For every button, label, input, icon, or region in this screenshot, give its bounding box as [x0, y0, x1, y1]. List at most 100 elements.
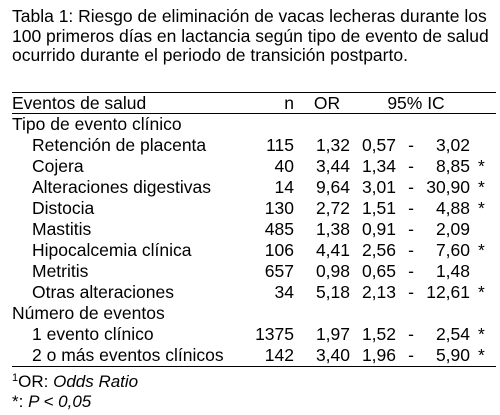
cell-ci-lower: 3,01 — [361, 177, 396, 197]
cell-ci-dash: - — [402, 345, 420, 367]
cell-ci-lower: 1,96 — [354, 345, 402, 367]
cell-label: Cojera — [32, 156, 84, 176]
cell-or: 1,97 — [315, 324, 350, 344]
footnote-sig-text: P < 0,05 — [28, 392, 92, 411]
header-n: n — [240, 92, 300, 114]
cell-label: Alteraciones digestivas — [32, 177, 211, 197]
cell-or: 3,44 — [315, 156, 350, 176]
cell-n: 40 — [274, 156, 294, 176]
footnote-significance: *: P < 0,05 — [12, 392, 138, 412]
cell-ci-lower: 2,56 — [361, 240, 396, 260]
cell-or: 3,40 — [300, 345, 354, 367]
cell-significance: * — [478, 345, 497, 367]
cell-or: 1,38 — [315, 219, 350, 239]
footnote-or-superscript: 1 — [12, 372, 19, 384]
header-label: Eventos de salud — [12, 92, 240, 114]
group-title: Tipo de evento clínico — [12, 114, 182, 134]
cell-or: 1,32 — [315, 135, 350, 155]
cell-significance — [478, 135, 496, 156]
table-caption: Tabla 1: Riesgo de eliminación de vacas … — [12, 6, 489, 65]
header-sig — [478, 92, 497, 114]
cell-label: Distocia — [32, 198, 95, 218]
cell-label: 1 evento clínico — [32, 324, 154, 344]
cell-ci-dash: - — [408, 324, 414, 344]
table-row: Mastitis 485 1,38 0,91- 2,09 — [12, 219, 496, 240]
cell-n: 142 — [240, 345, 300, 367]
cell-ci-lower: 1,34 — [361, 156, 396, 176]
cell-ci-dash: - — [408, 261, 414, 281]
footnote-sig-label: *: — [12, 392, 24, 411]
footnote-or-text: Odds Ratio — [53, 372, 139, 391]
cell-n: 130 — [264, 198, 294, 218]
cell-n: 485 — [264, 219, 294, 239]
cell-ci-upper: 4,88 — [435, 198, 471, 218]
cell-significance — [478, 261, 496, 282]
cell-n: 115 — [266, 135, 294, 155]
cell-or: 2,72 — [315, 198, 350, 218]
cell-significance: * — [478, 198, 485, 218]
cell-ci-upper: 7,60 — [435, 240, 471, 260]
table-row: Cojera 40 3,44 1,34- 8,85 * — [12, 156, 496, 177]
cell-ci-upper: 12,61 — [426, 282, 471, 302]
cell-n: 1375 — [255, 324, 294, 344]
cell-ci-lower: 2,13 — [361, 282, 396, 302]
group-number-of-events-heading-row: Número de eventos — [12, 303, 496, 324]
group-title: Número de eventos — [12, 303, 165, 323]
table-row: Metritis 657 0,98 0,65- 1,48 — [12, 261, 496, 282]
table-header: Eventos de salud n OR 95% IC — [12, 92, 497, 114]
cell-or: 9,64 — [315, 177, 350, 197]
cell-ci-upper: 2,09 — [435, 219, 471, 239]
cell-ci-upper: 5,90 — [420, 345, 479, 367]
cell-ci-lower: 0,57 — [361, 135, 396, 155]
cell-label: Hipocalcemia clínica — [32, 240, 192, 260]
cell-ci-upper: 3,02 — [435, 135, 471, 155]
cell-significance: * — [478, 156, 485, 176]
cell-ci-lower: 1,51 — [361, 198, 396, 218]
header-ci: 95% IC — [354, 92, 479, 114]
cell-ci-dash: - — [408, 282, 414, 302]
cell-significance — [478, 219, 496, 240]
cell-n: 657 — [264, 261, 294, 281]
cell-ci-upper: 8,85 — [435, 156, 471, 176]
cell-ci-lower: 0,65 — [361, 261, 396, 281]
results-table: Eventos de salud n OR 95% IC Tipo de eve… — [12, 92, 497, 367]
table-body: Tipo de evento clínico Retención de place… — [12, 114, 497, 367]
table-row: Retención de placenta 115 1,32 0,57- 3,02 — [12, 135, 496, 156]
cell-ci-upper: 2,54 — [435, 324, 471, 344]
cell-ci-dash: - — [408, 198, 414, 218]
footnote-or-label: OR: — [18, 372, 49, 391]
cell-label: Mastitis — [32, 219, 92, 239]
table-row: Distocia 130 2,72 1,51- 4,88 * — [12, 198, 496, 219]
cell-significance: * — [478, 240, 485, 260]
cell-significance: * — [478, 177, 485, 197]
table-row: Otras alteraciones 34 5,18 2,13-12,61 * — [12, 282, 496, 303]
cell-n: 14 — [274, 177, 294, 197]
cell-ci-dash: - — [408, 135, 414, 155]
table-row: 2 o más eventos clínicos 142 3,40 1,96-5,90… — [12, 345, 497, 367]
cell-or: 5,18 — [315, 282, 350, 302]
cell-ci-lower: 1,52 — [361, 324, 396, 344]
cell-significance: * — [478, 324, 485, 344]
table-row: Hipocalcemia clínica 106 4,41 2,56- 7,60 * — [12, 240, 496, 261]
cell-ci-lower: 0,91 — [361, 219, 396, 239]
footnotes: 1OR: Odds Ratio *: P < 0,05 — [12, 372, 138, 412]
cell-label: 2 o más eventos clínicos — [12, 345, 240, 367]
cell-ci-upper: 30,90 — [426, 177, 471, 197]
cell-label: Retención de placenta — [32, 135, 207, 155]
cell-ci-dash: - — [408, 240, 414, 260]
group-clinical-event-type-heading-row: Tipo de evento clínico — [12, 114, 496, 136]
table-row: Alteraciones digestivas 14 9,64 3,01-30,90 * — [12, 177, 496, 198]
cell-label: Metritis — [32, 261, 89, 281]
cell-or: 0,98 — [315, 261, 350, 281]
cell-label: Otras alteraciones — [32, 282, 175, 302]
cell-ci-upper: 1,48 — [435, 261, 471, 281]
header-or: OR — [300, 92, 354, 114]
cell-n: 106 — [264, 240, 294, 260]
cell-n: 34 — [274, 282, 294, 302]
footnote-or: 1OR: Odds Ratio — [12, 372, 138, 392]
cell-ci-dash: - — [408, 156, 414, 176]
table-row: 1 evento clínico 1375 1,97 1,52- 2,54 * — [12, 324, 496, 345]
cell-ci-dash: - — [408, 177, 414, 197]
cell-significance: * — [478, 282, 485, 302]
